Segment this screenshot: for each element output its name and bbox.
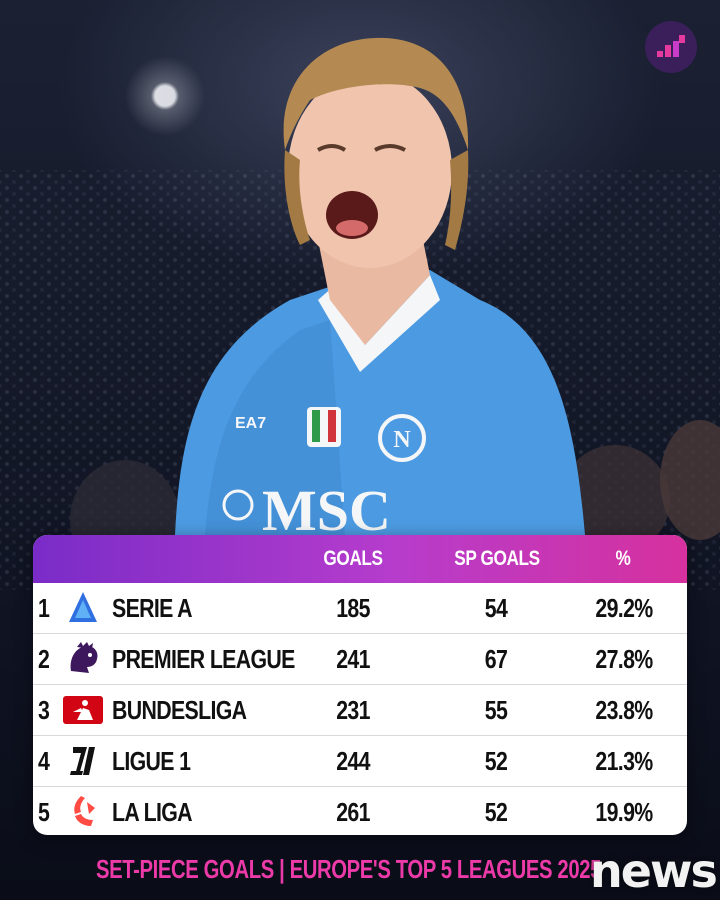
rank: 2 xyxy=(37,644,50,674)
svg-text:N: N xyxy=(393,427,411,453)
league-table: GOALS SP GOALS % 1 SERIE A 185 54 29.2% … xyxy=(33,535,687,835)
sp-goals-value: 52 xyxy=(484,797,508,827)
percentage-value: 19.9% xyxy=(595,797,653,827)
percentage-value: 23.8% xyxy=(595,695,653,725)
league-name: LIGUE 1 xyxy=(112,746,191,776)
goals-value: 241 xyxy=(336,644,370,674)
goals-value: 185 xyxy=(336,593,370,623)
premier-league-lion-icon xyxy=(70,642,98,673)
svg-text:EA7: EA7 xyxy=(235,415,266,432)
goals-value: 261 xyxy=(336,797,370,827)
table-row: 4 LIGUE 1 244 52 21.3% xyxy=(33,736,687,787)
table-row: 2 PREMIER LEAGUE 241 67 27.8% xyxy=(33,634,687,685)
table-row: 3 BUNDESLIGA 231 55 23.8% xyxy=(33,685,687,736)
la-liga-logo-icon xyxy=(74,796,95,826)
rank: 3 xyxy=(37,695,50,725)
goals-value: 244 xyxy=(336,746,370,776)
table-row: 1 SERIE A 185 54 29.2% xyxy=(33,583,687,634)
header-percentage: % xyxy=(615,547,631,570)
news-watermark: news xyxy=(590,844,718,898)
ligue-1-logo-icon xyxy=(70,747,95,775)
league-name: BUNDESLIGA xyxy=(112,695,247,725)
serie-a-logo-icon xyxy=(69,592,97,622)
table-header: GOALS SP GOALS % xyxy=(33,535,687,583)
sp-goals-value: 54 xyxy=(484,593,508,623)
goals-value: 231 xyxy=(336,695,370,725)
sp-goals-value: 52 xyxy=(484,746,508,776)
league-name: LA LIGA xyxy=(112,797,193,827)
bundesliga-logo-icon xyxy=(63,696,103,724)
league-name: PREMIER LEAGUE xyxy=(112,644,295,674)
rank: 5 xyxy=(37,797,50,827)
rising-bars-icon xyxy=(657,35,685,57)
sp-goals-value: 67 xyxy=(484,644,508,674)
percentage-value: 21.3% xyxy=(595,746,653,776)
svg-text:MSC: MSC xyxy=(262,478,391,543)
percentage-value: 27.8% xyxy=(595,644,653,674)
table-row: 5 LA LIGA 261 52 19.9% xyxy=(33,787,687,835)
rank: 4 xyxy=(37,746,50,776)
brand-logo xyxy=(645,21,697,73)
league-name: SERIE A xyxy=(112,593,193,623)
rank: 1 xyxy=(37,593,50,623)
header-sp-goals: SP GOALS xyxy=(454,547,540,570)
header-goals: GOALS xyxy=(323,547,383,570)
sp-goals-value: 55 xyxy=(484,695,508,725)
footer-title: SET-PIECE GOALS | EUROPE'S TOP 5 LEAGUES… xyxy=(96,854,601,884)
percentage-value: 29.2% xyxy=(595,593,653,623)
